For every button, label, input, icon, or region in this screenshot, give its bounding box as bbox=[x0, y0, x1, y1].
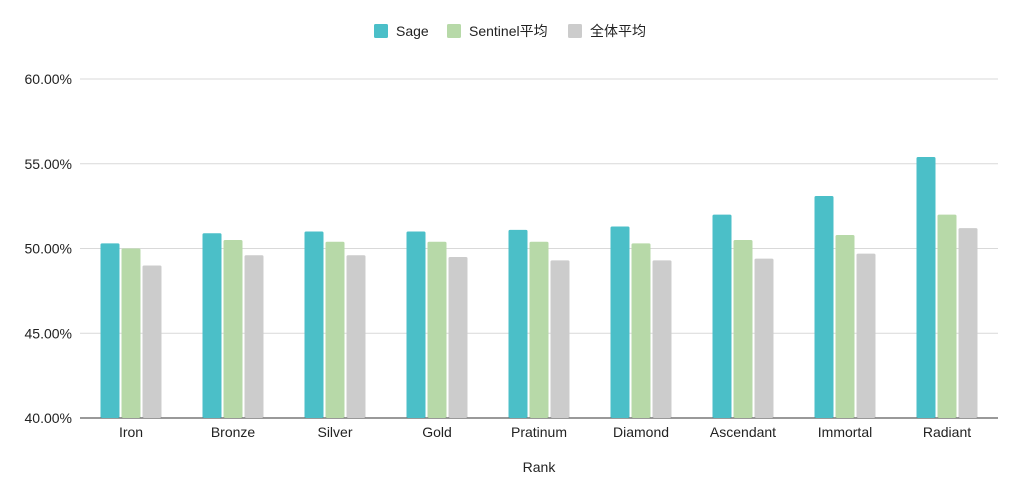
legend-item: 全体平均 bbox=[568, 23, 646, 39]
y-tick-label: 55.00% bbox=[25, 156, 72, 172]
bar-sentinel-avg-gold bbox=[427, 241, 447, 418]
bar-sage-gold bbox=[406, 231, 426, 418]
x-axis-title: Rank bbox=[523, 459, 557, 475]
x-tick-label: Immortal bbox=[818, 424, 872, 440]
bar-sentinel-avg-pratinum bbox=[529, 241, 549, 418]
bar-sentinel-avg-radiant bbox=[937, 214, 957, 418]
bar-overall-avg-immortal bbox=[856, 253, 876, 418]
bar-sentinel-avg-ascendant bbox=[733, 240, 753, 418]
bar-overall-avg-ascendant bbox=[754, 258, 774, 418]
bar-overall-avg-silver bbox=[346, 255, 366, 418]
legend-swatch bbox=[374, 24, 388, 38]
legend-label: 全体平均 bbox=[590, 23, 646, 39]
bar-sage-diamond bbox=[610, 226, 630, 418]
x-tick-label: Gold bbox=[422, 424, 452, 440]
bars bbox=[100, 156, 978, 418]
legend-swatch bbox=[568, 24, 582, 38]
bar-sage-radiant bbox=[916, 156, 936, 418]
bar-overall-avg-bronze bbox=[244, 255, 264, 418]
bar-sage-immortal bbox=[814, 195, 834, 418]
legend: Sage Sentinel平均 全体平均 bbox=[374, 23, 646, 39]
bar-sentinel-avg-iron bbox=[121, 248, 141, 418]
y-axis-ticks: 40.00% 45.00% 50.00% 55.00% 60.00% bbox=[25, 71, 72, 426]
bar-sage-iron bbox=[100, 243, 120, 418]
bar-sage-bronze bbox=[202, 233, 222, 418]
x-tick-label: Silver bbox=[317, 424, 352, 440]
x-tick-label: Ascendant bbox=[710, 424, 776, 440]
bar-sentinel-avg-silver bbox=[325, 241, 345, 418]
bar-overall-avg-diamond bbox=[652, 260, 672, 418]
x-tick-label: Bronze bbox=[211, 424, 256, 440]
legend-item: Sentinel平均 bbox=[447, 23, 548, 39]
x-axis-ticks: Iron Bronze Silver Gold Pratinum Diamond Ascen… bbox=[119, 424, 971, 440]
legend-item: Sage bbox=[374, 23, 429, 39]
bar-sage-pratinum bbox=[508, 229, 528, 418]
y-tick-label: 40.00% bbox=[25, 410, 72, 426]
y-tick-label: 45.00% bbox=[25, 325, 72, 341]
bar-overall-avg-radiant bbox=[958, 228, 978, 418]
bar-overall-avg-gold bbox=[448, 256, 468, 418]
x-tick-label: Pratinum bbox=[511, 424, 567, 440]
x-tick-label: Radiant bbox=[923, 424, 971, 440]
bar-sage-silver bbox=[304, 231, 324, 418]
y-tick-label: 60.00% bbox=[25, 71, 72, 87]
bar-overall-avg-pratinum bbox=[550, 260, 570, 418]
bar-overall-avg-iron bbox=[142, 265, 162, 418]
legend-swatch bbox=[447, 24, 461, 38]
x-tick-label: Diamond bbox=[613, 424, 669, 440]
legend-label: Sentinel平均 bbox=[469, 23, 548, 39]
bar-sentinel-avg-immortal bbox=[835, 234, 855, 418]
y-tick-label: 50.00% bbox=[25, 241, 72, 257]
x-tick-label: Iron bbox=[119, 424, 143, 440]
bar-sentinel-avg-bronze bbox=[223, 240, 243, 418]
bar-sage-ascendant bbox=[712, 214, 732, 418]
legend-label: Sage bbox=[396, 23, 429, 39]
bar-sentinel-avg-diamond bbox=[631, 243, 651, 418]
